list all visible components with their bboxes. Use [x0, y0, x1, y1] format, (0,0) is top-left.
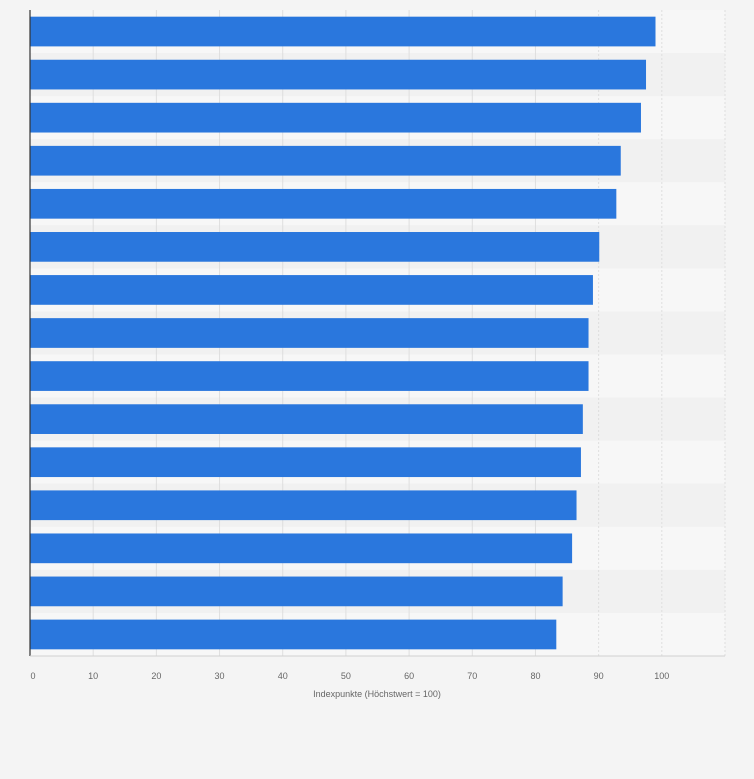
x-tick-label: 30	[215, 671, 225, 681]
bar	[30, 404, 583, 434]
x-axis-title: Indexpunkte (Höchstwert = 100)	[313, 689, 441, 699]
x-tick-label: 90	[594, 671, 604, 681]
bar	[30, 188, 617, 219]
bar	[30, 145, 621, 176]
bar	[30, 318, 589, 348]
x-tick-label: 0	[30, 671, 35, 681]
bar	[30, 576, 563, 607]
bar	[30, 490, 577, 521]
axes	[29, 10, 725, 657]
x-tick-label: 50	[341, 671, 351, 681]
bar	[30, 275, 593, 305]
x-tick-label: 100	[654, 671, 669, 681]
bars	[30, 16, 656, 650]
x-tick-label: 80	[530, 671, 540, 681]
x-tick-labels: 0 10 20 30 40 50 60 70 80 90 100	[30, 671, 669, 681]
bar	[30, 59, 647, 90]
bar	[30, 16, 656, 47]
x-tick-label: 60	[404, 671, 414, 681]
bar	[30, 447, 581, 478]
bar	[30, 619, 557, 650]
x-tick-label: 10	[88, 671, 98, 681]
bar	[30, 232, 600, 262]
x-tick-label: 20	[151, 671, 161, 681]
x-tick-label: 70	[467, 671, 477, 681]
bar	[30, 361, 589, 391]
bar	[30, 102, 641, 133]
bar	[30, 533, 573, 564]
x-tick-label: 40	[278, 671, 288, 681]
